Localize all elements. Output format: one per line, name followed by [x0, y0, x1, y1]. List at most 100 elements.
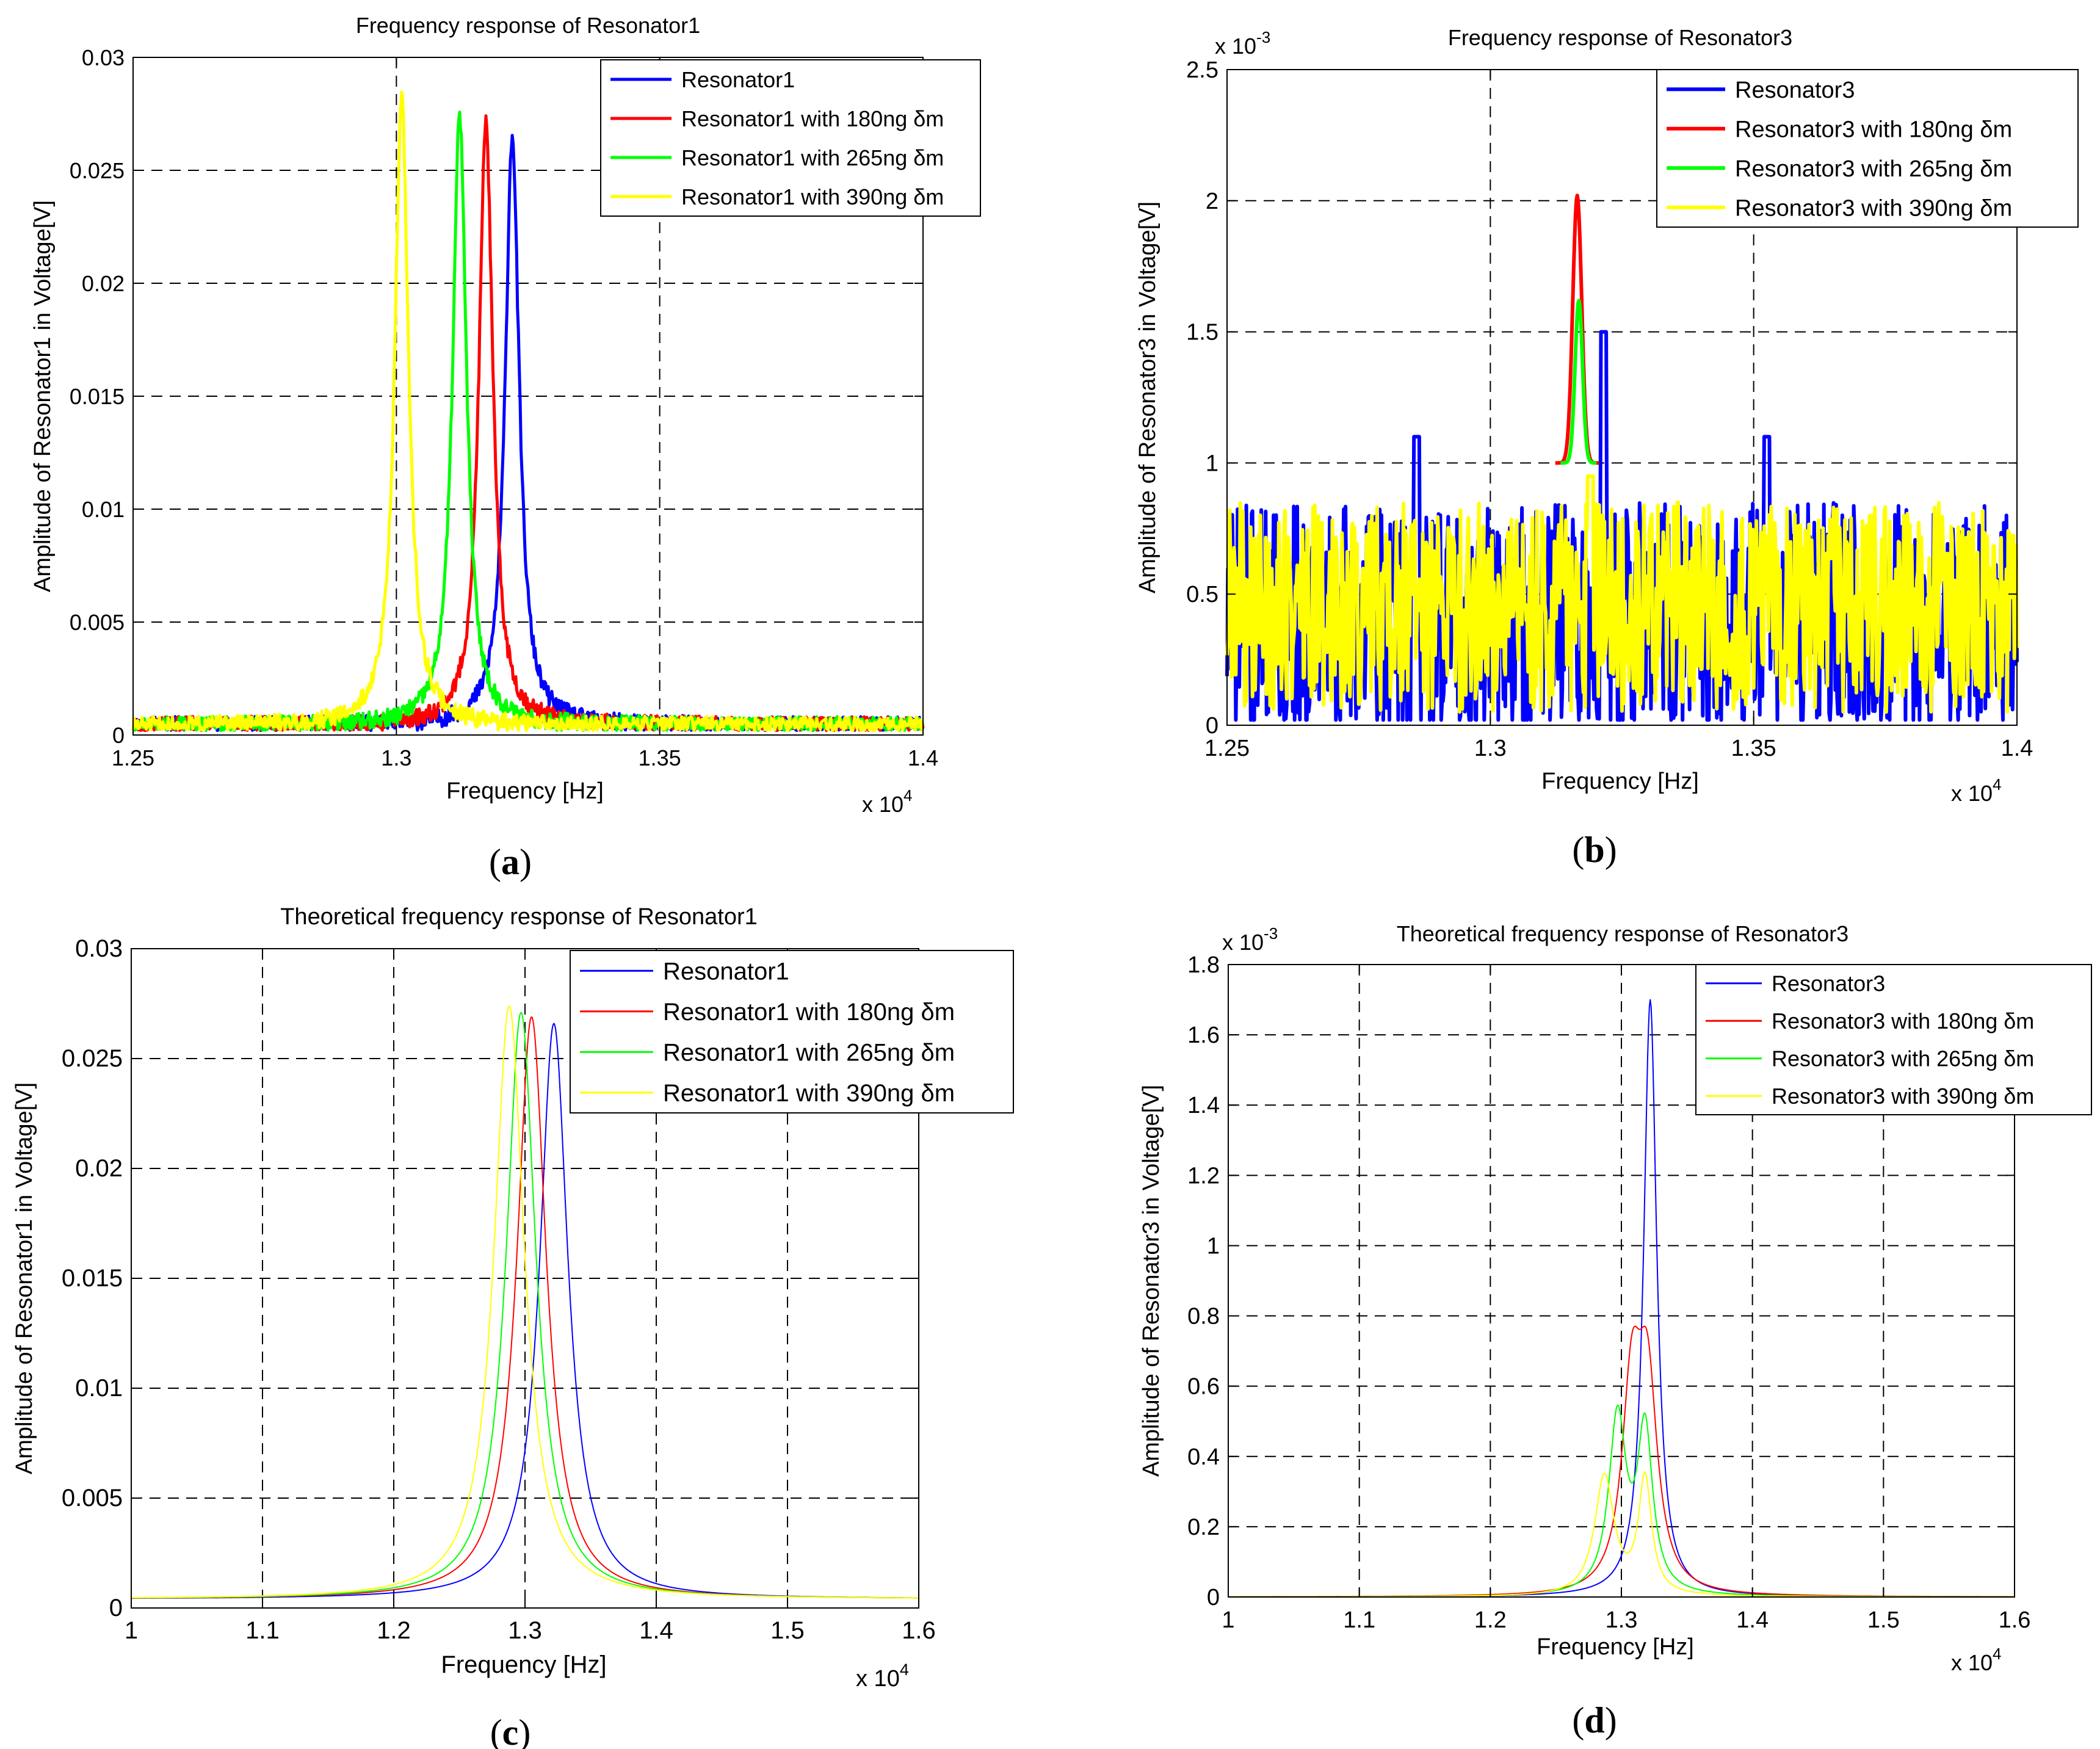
x-tick-label: 1.3: [1474, 736, 1507, 761]
legend-box: [1695, 964, 2092, 1115]
y-tick-label: 0.8: [1187, 1304, 1220, 1330]
series-line: [131, 110, 925, 733]
y-tick-label: 0.015: [62, 1265, 123, 1292]
x-tick-label: 1.4: [1736, 1607, 1769, 1633]
y-tick-label: 0.6: [1187, 1374, 1220, 1400]
grid: [1228, 965, 2015, 1597]
y-tick-label: 1.8: [1187, 952, 1220, 978]
x-tick-label: 1.6: [1999, 1607, 2031, 1633]
y-tick-label: 2: [1206, 189, 1218, 214]
legend: Resonator1 Resonator1 with 180ng δm Resona…: [570, 950, 1014, 1113]
y-multiplier: x 10-3: [1222, 924, 1278, 955]
ticks: 1 1.1 1.2 1.3 1.4 1.5 1.6 0 0.2 0.4 0.6 0.8 1 1.2 1.4 1…: [1187, 952, 2030, 1633]
y-tick-label: 1: [1207, 1233, 1220, 1259]
legend-label: Resonator3 with 180ng δm: [1772, 1008, 2034, 1034]
panel-a: Frequency response of Resonator1 1.25 1.3…: [30, 13, 981, 882]
x-tick-label: 1.25: [1204, 736, 1250, 761]
ticks: 1.25 1.3 1.35 1.4 0 0.5 1 1.5 2 2.5: [1186, 57, 2033, 761]
y-axis-label: Amplitude of Resonator1 in Voltage[V]: [30, 200, 56, 592]
grid: [131, 949, 919, 1608]
chart-title: Theoretical frequency response of Resona…: [280, 904, 758, 930]
legend-label: Resonator3: [1772, 971, 1885, 996]
legend-label: Resonator1: [663, 958, 789, 985]
legend-label: Resonator1: [681, 67, 795, 92]
x-axis-label: Frequency [Hz]: [446, 778, 604, 804]
chart-title: Frequency response of Resonator3: [1448, 25, 1792, 50]
legend-box: [1656, 69, 2079, 228]
x-tick-label: 1.3: [508, 1617, 542, 1644]
panel-c: Theoretical frequency response of Resona…: [12, 904, 1014, 1749]
series-line: [1559, 299, 1598, 465]
x-multiplier: x 104: [1951, 1645, 2002, 1675]
legend-label: Resonator1 with 265ng δm: [681, 145, 944, 170]
x-multiplier: x 104: [862, 786, 913, 817]
panel-caption: (c): [490, 1712, 531, 1749]
ticks: 1.25 1.3 1.35 1.4 0 0.005 0.01 0.015 0.02 0.025 0.…: [70, 45, 938, 770]
y-axis-label: Amplitude of Resonator3 in Voltage[V]: [1135, 201, 1160, 593]
chart-title: Theoretical frequency response of Resona…: [1397, 921, 1848, 946]
panel-caption: (a): [489, 842, 532, 882]
series-lines: [131, 1005, 919, 1599]
panel-caption: (b): [1572, 830, 1617, 870]
x-axis-label: Frequency [Hz]: [1541, 769, 1699, 794]
x-tick-label: 1.4: [639, 1617, 673, 1644]
x-tick-label: 1.1: [245, 1617, 280, 1644]
x-tick-label: 1.6: [902, 1617, 936, 1644]
legend-label: Resonator3 with 265ng δm: [1772, 1046, 2034, 1071]
legend-label: Resonator1 with 180ng δm: [681, 106, 944, 131]
legend-label: Resonator1 with 390ng δm: [681, 184, 944, 209]
series-line: [131, 1005, 919, 1599]
panel-d: Theoretical frequency response of Resona…: [1139, 921, 2092, 1740]
x-multiplier: x 104: [856, 1660, 909, 1692]
x-tick-label: 1.1: [1343, 1607, 1375, 1633]
y-tick-label: 1.4: [1187, 1093, 1220, 1118]
legend-box: [600, 59, 981, 217]
y-tick-label: 0.025: [70, 158, 125, 183]
y-tick-label: 0.015: [70, 384, 125, 409]
y-tick-label: 0: [109, 1595, 123, 1621]
y-multiplier: x 10-3: [1215, 28, 1270, 59]
x-tick-label: 1: [1222, 1607, 1234, 1633]
y-tick-label: 0.2: [1187, 1515, 1220, 1540]
y-tick-label: 0.03: [82, 45, 125, 70]
legend-label: Resonator1 with 265ng δm: [663, 1040, 955, 1066]
legend-label: Resonator3 with 390ng δm: [1772, 1084, 2034, 1109]
series-line: [1225, 474, 2019, 714]
x-tick-label: 1.5: [770, 1617, 805, 1644]
y-tick-label: 1.6: [1187, 1023, 1220, 1048]
y-axis-label: Amplitude of Resonator1 in Voltage[V]: [12, 1082, 37, 1474]
y-tick-label: 0: [1206, 713, 1218, 739]
legend: Resonator3 Resonator3 with 180ng δm Resona…: [1695, 964, 2092, 1115]
y-tick-label: 0.025: [62, 1045, 123, 1072]
legend-label: Resonator3 with 265ng δm: [1735, 156, 2012, 182]
y-tick-label: 0.01: [75, 1375, 123, 1402]
x-tick-label: 1.4: [2001, 736, 2033, 761]
y-tick-label: 0.03: [75, 935, 123, 962]
x-tick-label: 1.35: [1731, 736, 1776, 761]
x-tick-label: 1.5: [1867, 1607, 1900, 1633]
series-lines: [131, 90, 925, 733]
legend-label: Resonator3 with 180ng δm: [1735, 117, 2012, 142]
y-axis-label: Amplitude of Resonator3 in Voltage[V]: [1139, 1085, 1164, 1477]
y-tick-label: 0.005: [62, 1485, 123, 1512]
x-tick-label: 1.4: [908, 745, 938, 770]
legend-label: Resonator1 with 390ng δm: [663, 1080, 955, 1107]
y-tick-label: 0.02: [75, 1155, 123, 1182]
y-tick-label: 0: [1207, 1585, 1220, 1610]
y-tick-label: 0.02: [82, 271, 125, 296]
x-tick-label: 1.2: [1474, 1607, 1507, 1633]
series-lines: [1225, 194, 2019, 722]
x-tick-label: 1.3: [381, 745, 411, 770]
x-tick-label: 1.2: [377, 1617, 411, 1644]
x-multiplier: x 104: [1951, 775, 2002, 806]
y-tick-label: 1.2: [1187, 1163, 1220, 1189]
y-tick-label: 0.4: [1187, 1444, 1220, 1470]
legend-box: [570, 950, 1014, 1113]
x-axis-label: Frequency [Hz]: [441, 1651, 606, 1678]
y-tick-label: 0: [112, 723, 125, 748]
y-tick-label: 0.5: [1186, 582, 1218, 607]
legend-label: Resonator1 with 180ng δm: [663, 999, 955, 1026]
panel-caption: (d): [1572, 1700, 1617, 1740]
legend-label: Resonator3 with 390ng δm: [1735, 195, 2012, 221]
